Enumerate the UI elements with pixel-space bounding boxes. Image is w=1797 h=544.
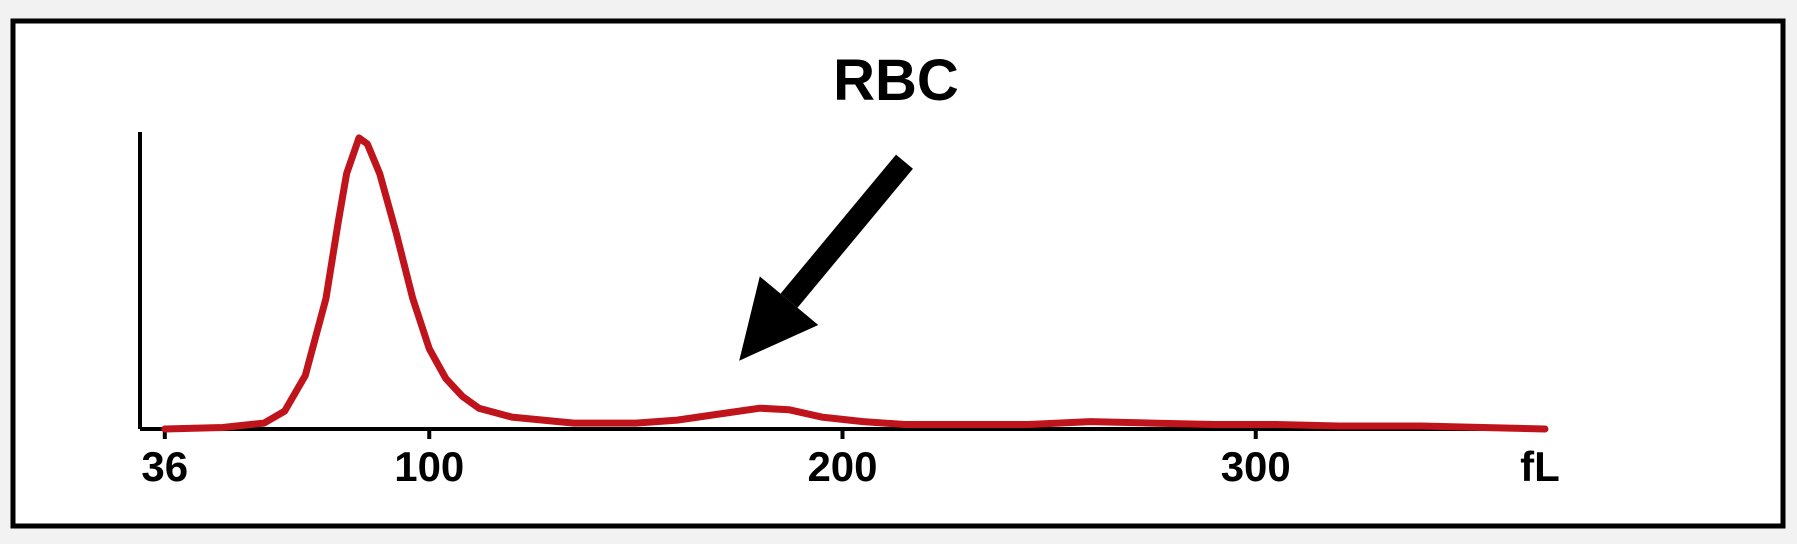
x-tick-label-36: 36 — [141, 443, 188, 490]
chart-frame — [10, 18, 1786, 529]
x-tick-label-100: 100 — [394, 443, 464, 490]
x-axis-ticks: 36 100 200 300 — [141, 429, 1291, 490]
annotation-arrow — [739, 154, 913, 361]
x-tick-label-300: 300 — [1221, 443, 1291, 490]
annotation-arrow-head — [739, 276, 819, 361]
chart-title: RBC — [833, 48, 959, 113]
x-tick-label-200: 200 — [807, 443, 877, 490]
x-axis-unit-label: fL — [1520, 443, 1560, 490]
annotation-arrow-shaft — [780, 154, 913, 308]
series-line-rbc — [161, 134, 1549, 433]
